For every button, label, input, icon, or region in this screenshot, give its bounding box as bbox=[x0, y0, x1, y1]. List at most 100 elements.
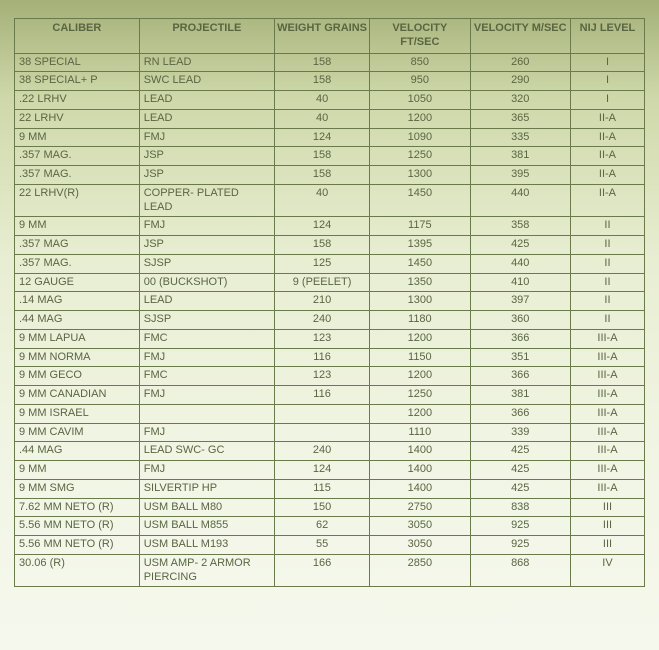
col-header-1: PROJECTILE bbox=[139, 19, 274, 54]
cell: 2750 bbox=[370, 498, 470, 517]
cell: 40 bbox=[275, 109, 370, 128]
cell: II-A bbox=[570, 184, 644, 217]
table-row: 9 MM LAPUAFMC1231200366III-A bbox=[15, 329, 645, 348]
cell: 62 bbox=[275, 517, 370, 536]
table-row: 30.06 (R)USM AMP- 2 ARMOR PIERCING166285… bbox=[15, 554, 645, 587]
cell: 124 bbox=[275, 217, 370, 236]
cell: 158 bbox=[275, 53, 370, 72]
cell: 2850 bbox=[370, 554, 470, 587]
cell: FMJ bbox=[139, 423, 274, 442]
cell: III-A bbox=[570, 386, 644, 405]
table-row: .44 MAGSJSP2401180360II bbox=[15, 311, 645, 330]
table-row: 9 MM CANADIANFMJ1161250381III-A bbox=[15, 386, 645, 405]
cell: III-A bbox=[570, 367, 644, 386]
cell bbox=[275, 404, 370, 423]
table-row: 9 MM GECOFMC1231200366III-A bbox=[15, 367, 645, 386]
cell: 240 bbox=[275, 311, 370, 330]
cell bbox=[139, 404, 274, 423]
cell: 365 bbox=[470, 109, 570, 128]
cell: 925 bbox=[470, 517, 570, 536]
table-row: 5.56 MM NETO (R)USM BALL M193553050925II… bbox=[15, 536, 645, 555]
cell: IV bbox=[570, 554, 644, 587]
cell: 3050 bbox=[370, 536, 470, 555]
cell: 850 bbox=[370, 53, 470, 72]
cell: II-A bbox=[570, 147, 644, 166]
cell: 260 bbox=[470, 53, 570, 72]
cell: II bbox=[570, 311, 644, 330]
cell: 425 bbox=[470, 236, 570, 255]
cell: .357 MAG bbox=[15, 236, 140, 255]
cell: 115 bbox=[275, 479, 370, 498]
cell: 1450 bbox=[370, 184, 470, 217]
cell: 40 bbox=[275, 184, 370, 217]
cell: 240 bbox=[275, 442, 370, 461]
cell: II bbox=[570, 236, 644, 255]
cell: 9 MM GECO bbox=[15, 367, 140, 386]
cell: 1200 bbox=[370, 404, 470, 423]
cell: SJSP bbox=[139, 311, 274, 330]
cell: 1400 bbox=[370, 479, 470, 498]
cell: 116 bbox=[275, 348, 370, 367]
cell: 123 bbox=[275, 329, 370, 348]
cell: 55 bbox=[275, 536, 370, 555]
cell: III bbox=[570, 498, 644, 517]
cell: III bbox=[570, 517, 644, 536]
cell: SWC LEAD bbox=[139, 72, 274, 91]
cell: 339 bbox=[470, 423, 570, 442]
cell: 5.56 MM NETO (R) bbox=[15, 517, 140, 536]
cell: 425 bbox=[470, 442, 570, 461]
table-header: CALIBERPROJECTILEWEIGHT GRAINSVELOCITY F… bbox=[15, 19, 645, 54]
table-row: 38 SPECIALRN LEAD158850260I bbox=[15, 53, 645, 72]
cell: 351 bbox=[470, 348, 570, 367]
col-header-5: NIJ LEVEL bbox=[570, 19, 644, 54]
cell: III-A bbox=[570, 423, 644, 442]
cell: 360 bbox=[470, 311, 570, 330]
cell: III-A bbox=[570, 461, 644, 480]
cell: II bbox=[570, 254, 644, 273]
cell: 210 bbox=[275, 292, 370, 311]
cell: 5.56 MM NETO (R) bbox=[15, 536, 140, 555]
table-row: .357 MAG.JSP1581300395II-A bbox=[15, 166, 645, 185]
ballistics-table: CALIBERPROJECTILEWEIGHT GRAINSVELOCITY F… bbox=[14, 18, 645, 587]
col-header-3: VELOCITY FT/SEC bbox=[370, 19, 470, 54]
table-row: 9 MMFMJ1241400425III-A bbox=[15, 461, 645, 480]
table-row: 38 SPECIAL+ PSWC LEAD158950290I bbox=[15, 72, 645, 91]
cell: 9 MM SMG bbox=[15, 479, 140, 498]
cell: 38 SPECIAL bbox=[15, 53, 140, 72]
cell: 00 (BUCKSHOT) bbox=[139, 273, 274, 292]
cell: 30.06 (R) bbox=[15, 554, 140, 587]
cell: .357 MAG. bbox=[15, 147, 140, 166]
cell: II bbox=[570, 217, 644, 236]
cell: 116 bbox=[275, 386, 370, 405]
cell: 1450 bbox=[370, 254, 470, 273]
cell: LEAD bbox=[139, 91, 274, 110]
cell: 1395 bbox=[370, 236, 470, 255]
cell: 1300 bbox=[370, 166, 470, 185]
cell: SJSP bbox=[139, 254, 274, 273]
cell: 381 bbox=[470, 386, 570, 405]
cell: 9 MM bbox=[15, 217, 140, 236]
cell: 381 bbox=[470, 147, 570, 166]
cell: FMJ bbox=[139, 217, 274, 236]
cell: 1180 bbox=[370, 311, 470, 330]
cell: RN LEAD bbox=[139, 53, 274, 72]
table-row: 7.62 MM NETO (R)USM BALL M801502750838II… bbox=[15, 498, 645, 517]
cell: 1175 bbox=[370, 217, 470, 236]
cell: 838 bbox=[470, 498, 570, 517]
cell: LEAD bbox=[139, 292, 274, 311]
cell: II bbox=[570, 292, 644, 311]
cell: 366 bbox=[470, 329, 570, 348]
table-row: 22 LRHV(R)COPPER- PLATED LEAD401450440II… bbox=[15, 184, 645, 217]
cell: 22 LRHV bbox=[15, 109, 140, 128]
cell: III-A bbox=[570, 442, 644, 461]
cell: 950 bbox=[370, 72, 470, 91]
table-row: .14 MAGLEAD2101300397II bbox=[15, 292, 645, 311]
cell: III-A bbox=[570, 348, 644, 367]
cell: 1250 bbox=[370, 386, 470, 405]
cell: 1050 bbox=[370, 91, 470, 110]
cell: 1090 bbox=[370, 128, 470, 147]
table-row: 12 GAUGE00 (BUCKSHOT)9 (PEELET)1350410II bbox=[15, 273, 645, 292]
cell: 22 LRHV(R) bbox=[15, 184, 140, 217]
cell: II-A bbox=[570, 128, 644, 147]
cell: .22 LRHV bbox=[15, 91, 140, 110]
